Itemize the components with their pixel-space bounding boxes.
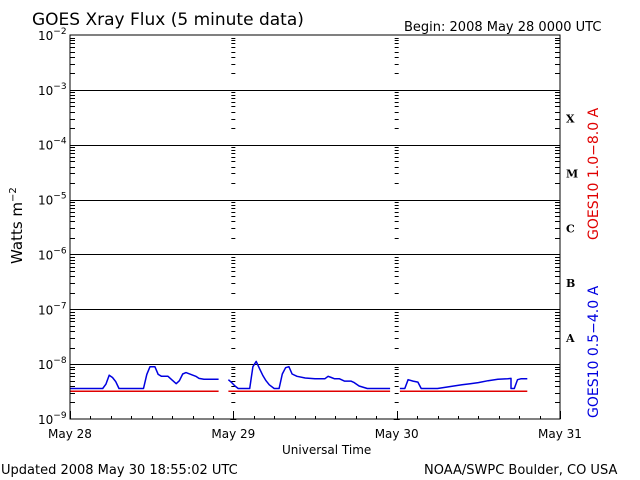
legend-long-channel-text: GOES10 1.0−8.0 A bbox=[586, 107, 602, 240]
y-tick-base: 10 bbox=[38, 84, 53, 98]
y-axis-ticks: 10−210−310−410−510−610−710−810−9 bbox=[38, 27, 560, 427]
y-tick-exponent: −6 bbox=[53, 246, 67, 256]
y-tick-exponent: −2 bbox=[53, 27, 66, 37]
begin-label: Begin: 2008 May 28 0000 UTC bbox=[404, 20, 601, 35]
legend-long-channel: GOES10 1.0−8.0 A bbox=[586, 107, 602, 240]
flare-class-label: A bbox=[565, 332, 575, 345]
x-tick-label: May 30 bbox=[375, 427, 419, 441]
y-tick-base: 10 bbox=[38, 413, 53, 427]
y-tick-exponent: −3 bbox=[53, 82, 66, 92]
y-tick-base: 10 bbox=[38, 194, 53, 208]
y-tick-label: 10−5 bbox=[38, 192, 67, 208]
plot-frame bbox=[69, 34, 561, 420]
y-tick-label: 10−2 bbox=[38, 27, 67, 43]
y-tick-base: 10 bbox=[38, 139, 53, 153]
y-tick-base: 10 bbox=[38, 303, 53, 317]
legend-short-channel-text: GOES10 0.5−4.0 A bbox=[586, 285, 602, 418]
x-axis-label: Universal Time bbox=[282, 443, 371, 457]
y-axis-label-exponent: −2 bbox=[8, 187, 19, 202]
y-tick-exponent: −4 bbox=[53, 137, 67, 147]
y-tick-exponent: −9 bbox=[53, 411, 67, 421]
series-short-channel-segment bbox=[399, 377, 528, 390]
x-tick-label: May 29 bbox=[211, 427, 255, 441]
data-series bbox=[70, 360, 528, 393]
x-tick-label: May 28 bbox=[48, 427, 92, 441]
chart-title: GOES Xray Flux (5 minute data) bbox=[32, 10, 304, 30]
y-tick-base: 10 bbox=[38, 29, 53, 43]
flare-class-label: C bbox=[566, 222, 575, 235]
flare-class-labels: X M C B A bbox=[565, 113, 578, 345]
y-tick-exponent: −7 bbox=[53, 301, 66, 311]
x-tick-label: May 31 bbox=[538, 427, 582, 441]
y-tick-base: 10 bbox=[38, 248, 53, 262]
y-tick-label: 10−4 bbox=[38, 137, 67, 153]
y-tick-label: 10−8 bbox=[38, 356, 67, 372]
y-axis-label: Watts m−2 bbox=[8, 187, 26, 264]
y-axis-label-text: Watts m−2 bbox=[8, 187, 26, 264]
flare-class-label: X bbox=[566, 113, 575, 126]
series-short-channel-segment bbox=[227, 360, 391, 390]
y-tick-base: 10 bbox=[38, 358, 53, 372]
y-tick-label: 10−6 bbox=[38, 246, 67, 262]
gridlines bbox=[70, 90, 560, 365]
credit-label: NOAA/SWPC Boulder, CO USA bbox=[424, 463, 617, 478]
y-tick-label: 10−3 bbox=[38, 82, 67, 98]
updated-timestamp: Updated 2008 May 30 18:55:02 UTC bbox=[1, 463, 238, 478]
y-tick-label: 10−7 bbox=[38, 301, 67, 317]
y-axis-label-base: Watts m bbox=[8, 202, 26, 264]
y-tick-label: 10−9 bbox=[38, 411, 67, 427]
y-tick-exponent: −5 bbox=[53, 192, 66, 202]
flare-class-label: B bbox=[566, 277, 575, 290]
y-tick-exponent: −8 bbox=[53, 356, 67, 366]
x-axis-ticks: May 28 May 29 May 30 May 31 bbox=[48, 38, 582, 441]
flare-class-label: M bbox=[566, 167, 578, 180]
legend-short-channel: GOES10 0.5−4.0 A bbox=[586, 285, 602, 418]
series-short-channel-segment bbox=[70, 365, 219, 390]
